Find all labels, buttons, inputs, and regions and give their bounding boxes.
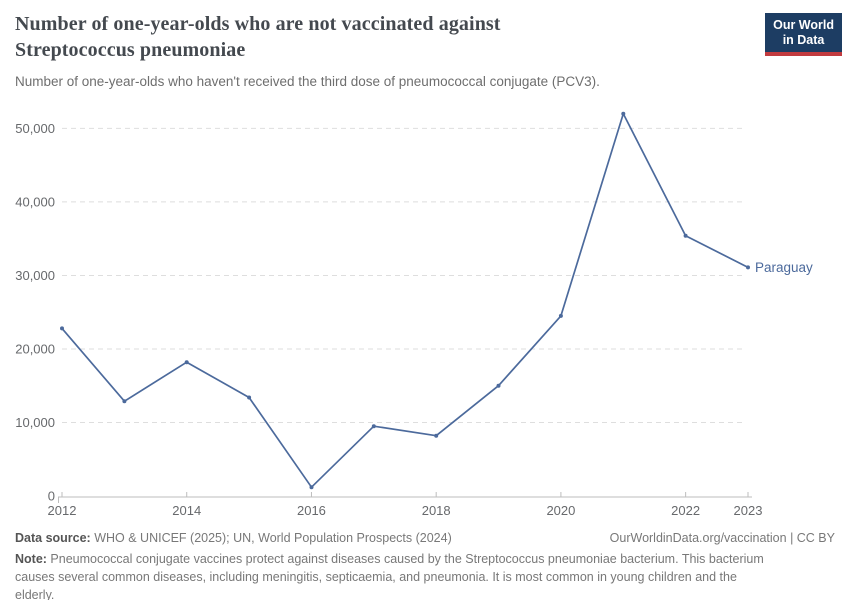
license-link[interactable]: OurWorldinData.org/vaccination | CC BY (609, 531, 835, 545)
chart-note: Note: Pneumococcal conjugate vaccines pr… (15, 550, 777, 600)
owid-logo-line1: Our World (773, 18, 834, 32)
y-tick-label: 0 (48, 489, 55, 504)
data-point[interactable] (746, 265, 750, 270)
data-source-label: Data source: (15, 531, 91, 545)
y-tick-label: 20,000 (15, 341, 55, 356)
x-tick-label: 2016 (297, 503, 326, 518)
data-point[interactable] (683, 233, 688, 238)
series-label[interactable]: Paraguay (755, 260, 813, 275)
data-source: Data source: WHO & UNICEF (2025); UN, Wo… (15, 529, 452, 547)
owid-logo[interactable]: Our World in Data (765, 13, 842, 56)
data-point[interactable] (434, 433, 439, 438)
x-tick-label: 2022 (671, 503, 700, 518)
x-tick-label: 2023 (734, 503, 763, 518)
y-tick-label: 50,000 (15, 121, 55, 136)
y-tick-label: 40,000 (15, 194, 55, 209)
y-tick-label: 30,000 (15, 268, 55, 283)
data-point[interactable] (309, 485, 314, 490)
chart-title: Number of one-year-olds who are not vacc… (15, 13, 501, 61)
data-point[interactable] (60, 326, 64, 331)
data-point[interactable] (371, 424, 376, 429)
data-source-text: WHO & UNICEF (2025); UN, World Populatio… (90, 531, 452, 545)
data-point[interactable] (122, 399, 127, 404)
data-point[interactable] (247, 395, 252, 400)
data-point[interactable] (184, 360, 189, 365)
data-point[interactable] (558, 313, 563, 318)
owid-logo-line2: in Data (782, 33, 825, 47)
note-text: Pneumococcal conjugate vaccines protect … (15, 552, 764, 600)
y-tick-label: 10,000 (15, 415, 55, 430)
chart-subtitle: Number of one-year-olds who haven't rece… (15, 74, 600, 89)
data-point[interactable] (496, 383, 501, 388)
source-row: Data source: WHO & UNICEF (2025); UN, Wo… (15, 529, 835, 547)
data-point[interactable] (621, 111, 626, 116)
x-tick-label: 2014 (172, 503, 201, 518)
x-tick-label: 2012 (48, 503, 77, 518)
note-label: Note: (15, 552, 47, 566)
series-line-paraguay[interactable] (61, 112, 749, 489)
chart-footer: Data source: WHO & UNICEF (2025); UN, Wo… (15, 529, 835, 600)
x-tick-label: 2020 (546, 503, 575, 518)
x-tick-label: 2018 (422, 503, 451, 518)
